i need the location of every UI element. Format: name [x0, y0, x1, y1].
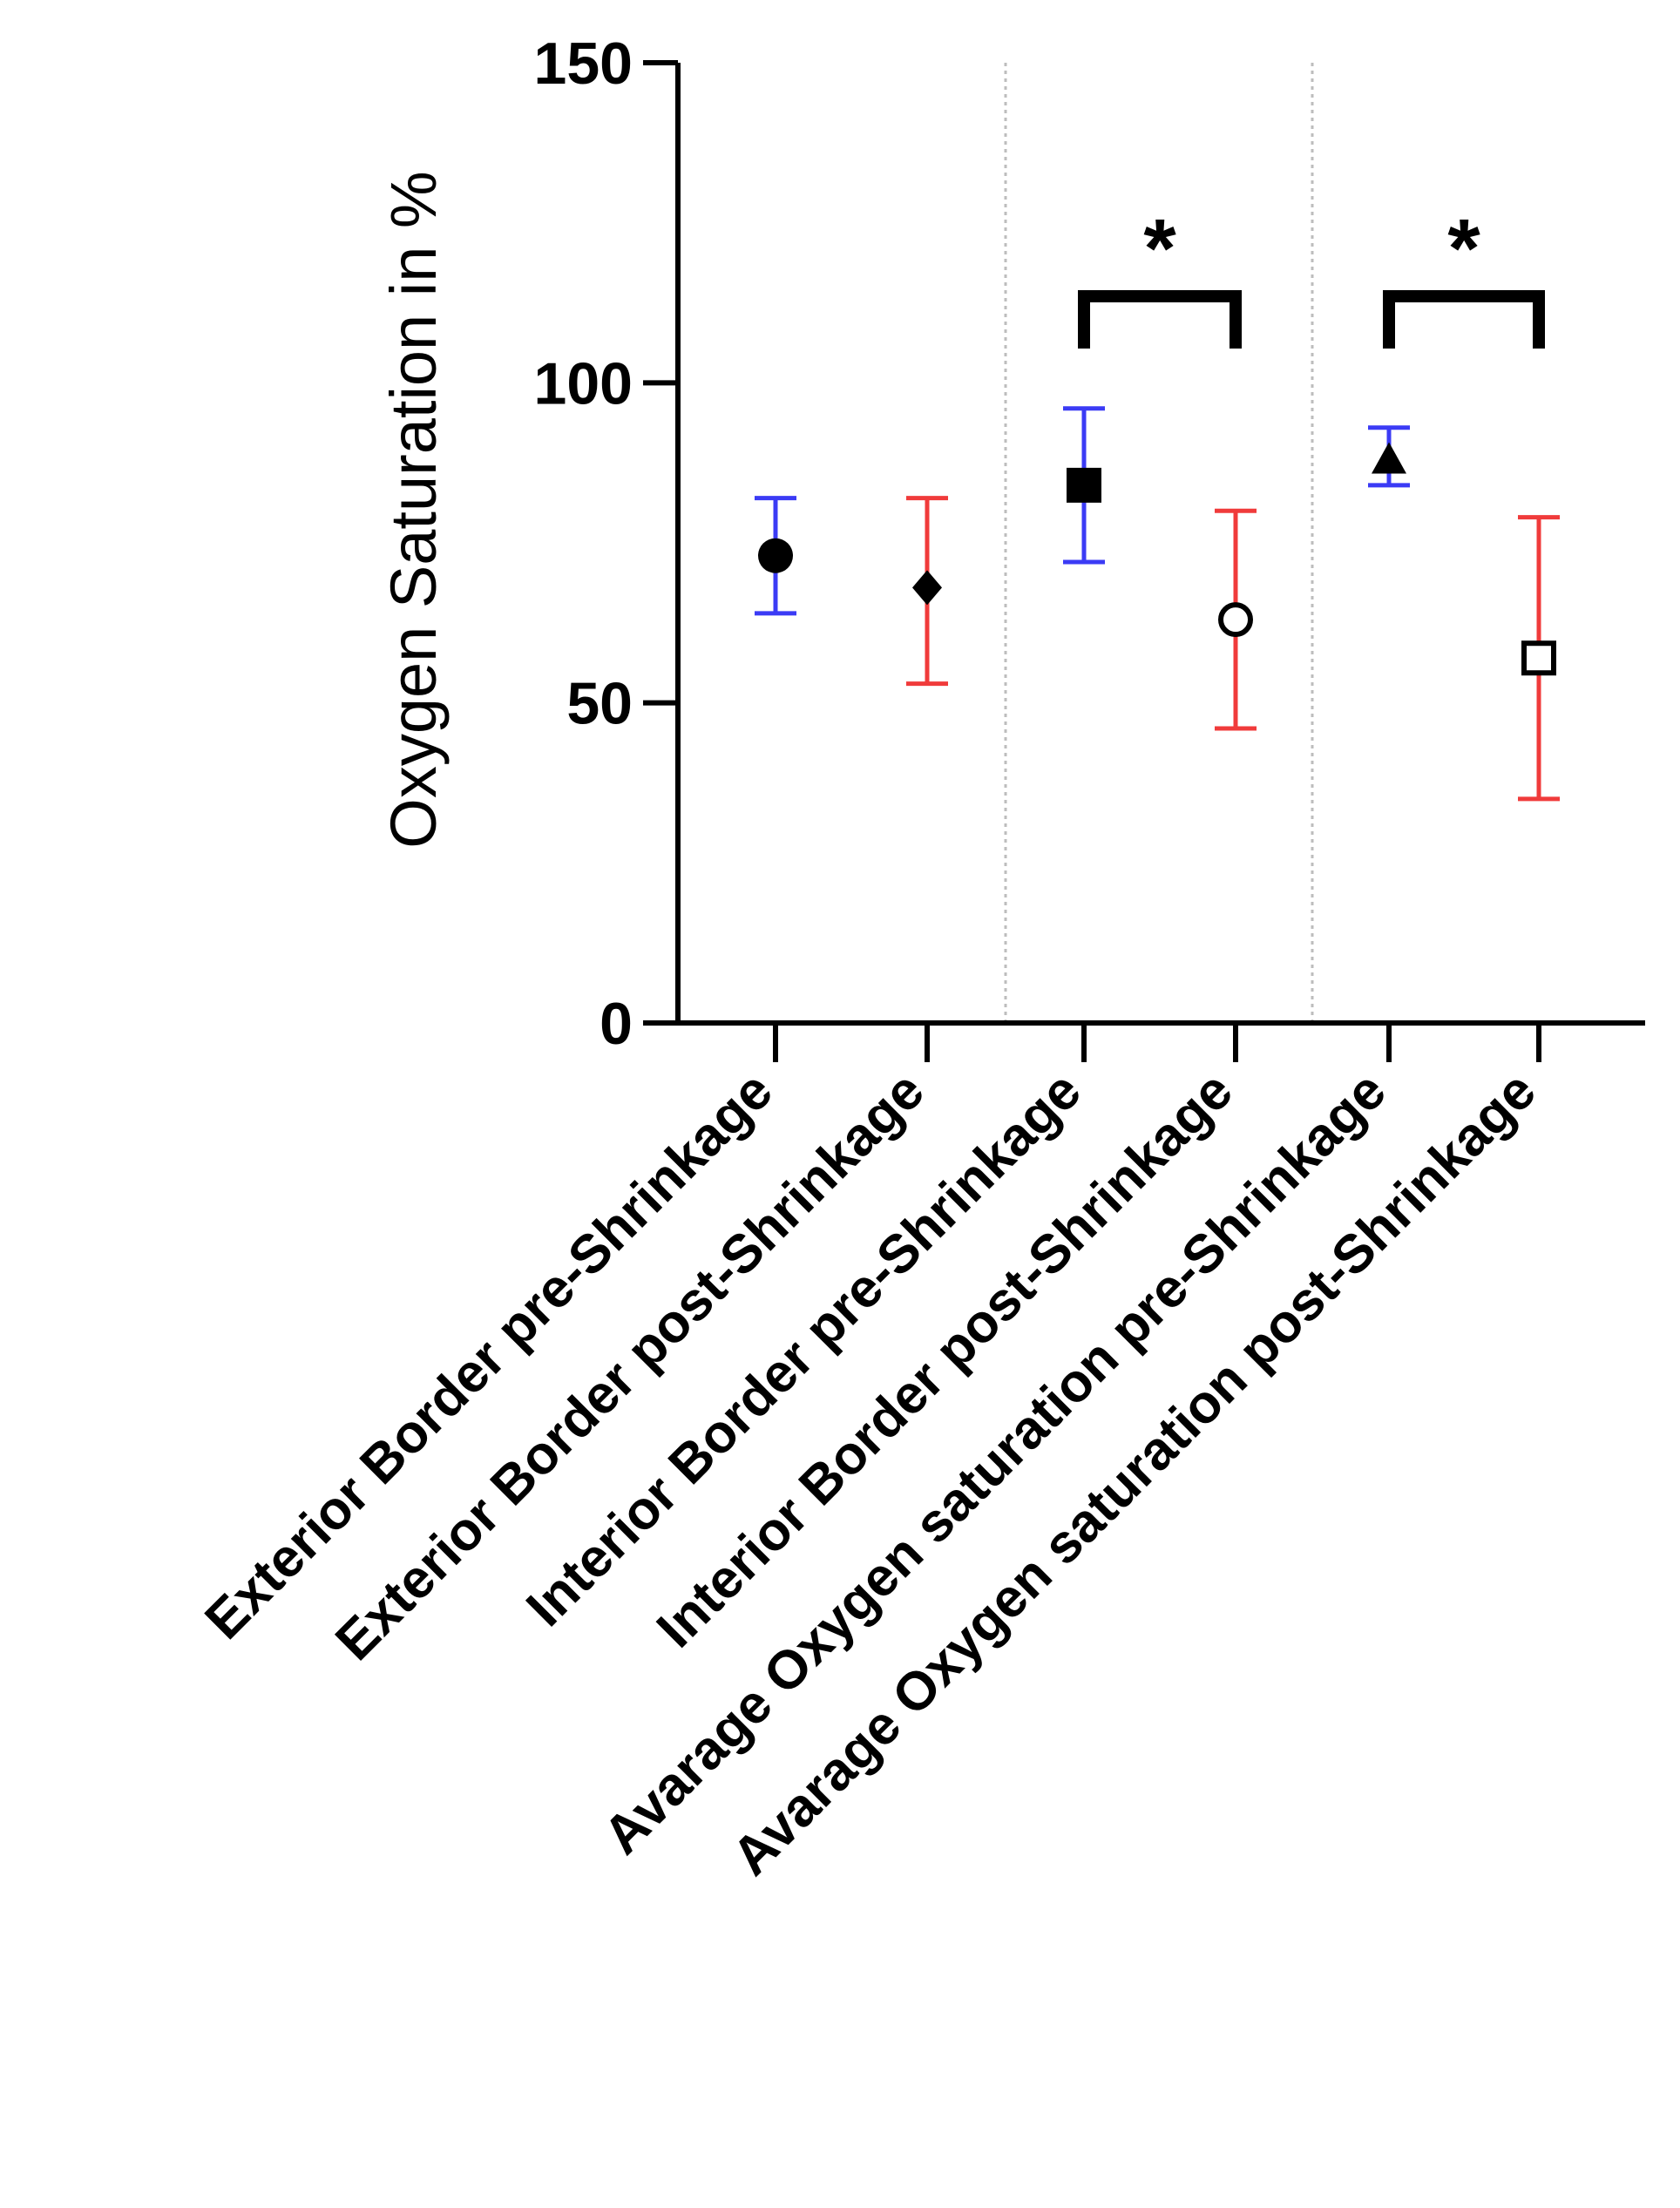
y-tick-label-150: 150: [534, 30, 633, 97]
data-point-1: [758, 538, 793, 573]
data-point-3: [1067, 467, 1101, 503]
y-tick-label-0: 0: [600, 991, 633, 1057]
axes: [643, 60, 1645, 1062]
y-axis-title: Oxygen Saturation in %: [377, 171, 450, 848]
significance-bracket-1: [1078, 290, 1242, 349]
data-markers: [758, 442, 1556, 676]
significance-bracket-2: [1383, 290, 1545, 349]
significance-brackets: * *: [1078, 202, 1545, 349]
significance-star-1: *: [1143, 202, 1176, 295]
y-tick-label-100: 100: [534, 350, 633, 417]
category-label-3: Interior Border pre-Shrinkage: [515, 1060, 1093, 1638]
significance-star-2: *: [1447, 202, 1480, 295]
category-label-1: Exterior Border pre-Shrinkage: [194, 1060, 784, 1650]
data-point-2: [912, 570, 942, 606]
error-bars: [755, 406, 1560, 802]
tick-labels: 0 50 100 150: [534, 30, 633, 1057]
y-tick-label-50: 50: [566, 671, 633, 737]
data-point-5: [1372, 442, 1406, 474]
data-point-4: [1218, 602, 1253, 638]
group-separators: [1004, 63, 1314, 1023]
data-point-6: [1521, 640, 1556, 676]
